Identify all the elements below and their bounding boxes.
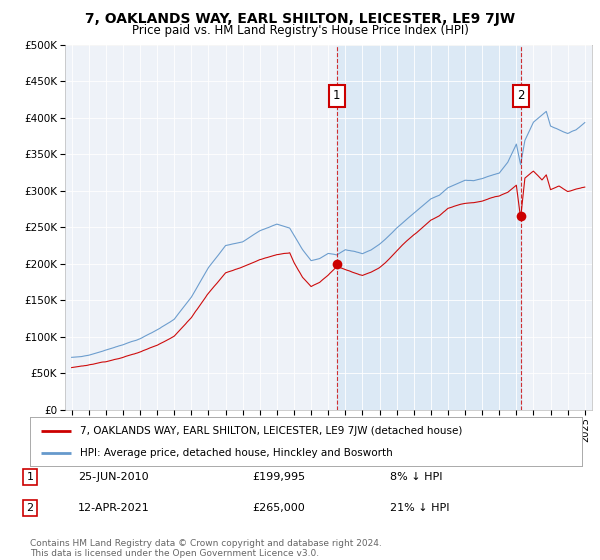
- Text: 2: 2: [517, 90, 524, 102]
- Text: 1: 1: [333, 90, 341, 102]
- Text: £265,000: £265,000: [252, 503, 305, 513]
- Text: 25-JUN-2010: 25-JUN-2010: [78, 472, 149, 482]
- Text: HPI: Average price, detached house, Hinckley and Bosworth: HPI: Average price, detached house, Hinc…: [80, 448, 392, 458]
- Bar: [337, 45, 521, 410]
- Text: £199,995: £199,995: [252, 472, 305, 482]
- Text: Price paid vs. HM Land Registry's House Price Index (HPI): Price paid vs. HM Land Registry's House …: [131, 24, 469, 36]
- Text: 12-APR-2021: 12-APR-2021: [78, 503, 150, 513]
- Text: 21% ↓ HPI: 21% ↓ HPI: [390, 503, 449, 513]
- Text: 7, OAKLANDS WAY, EARL SHILTON, LEICESTER, LE9 7JW (detached house): 7, OAKLANDS WAY, EARL SHILTON, LEICESTER…: [80, 426, 462, 436]
- Text: 7, OAKLANDS WAY, EARL SHILTON, LEICESTER, LE9 7JW: 7, OAKLANDS WAY, EARL SHILTON, LEICESTER…: [85, 12, 515, 26]
- Text: 2: 2: [26, 503, 34, 513]
- Text: Contains HM Land Registry data © Crown copyright and database right 2024.
This d: Contains HM Land Registry data © Crown c…: [30, 539, 382, 558]
- Text: 1: 1: [26, 472, 34, 482]
- Text: 8% ↓ HPI: 8% ↓ HPI: [390, 472, 443, 482]
